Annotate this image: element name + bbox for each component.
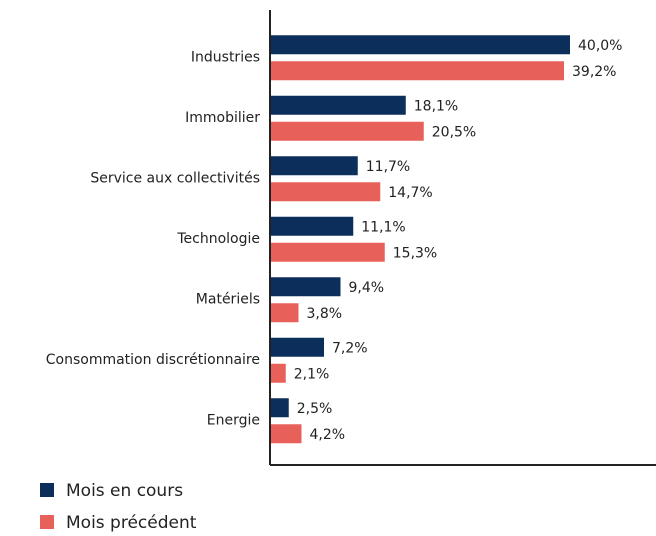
value-label: 20,5% [432,124,476,140]
category-label: Matériels [196,291,260,307]
bar [270,242,385,262]
value-label: 3,8% [307,306,343,322]
bar [270,121,424,141]
category-label: Consommation discrétionnaire [46,352,260,368]
bar [270,156,358,176]
bar [270,398,289,418]
bar [270,303,299,323]
value-label: 2,1% [294,366,330,382]
bar [270,182,381,202]
value-label: 40,0% [578,38,622,54]
bar [270,35,570,55]
bar [270,61,564,81]
bar [270,337,324,357]
value-label: 14,7% [388,185,432,201]
value-label: 4,2% [310,427,346,443]
bar [270,216,354,236]
bar [270,363,286,383]
category-label: Immobilier [185,110,260,126]
category-label: Industries [191,49,260,65]
category-label: Service aux collectivités [90,170,260,186]
legend-label: Mois précédent [66,513,197,533]
category-label: Energie [207,412,260,428]
value-label: 2,5% [297,401,333,417]
value-label: 7,2% [332,340,368,356]
value-label: 18,1% [414,98,458,114]
value-label: 15,3% [393,245,437,261]
legend-swatch [40,483,54,497]
bar [270,424,302,444]
value-label: 11,1% [361,219,405,235]
value-label: 39,2% [572,64,616,80]
legend-label: Mois en cours [66,481,183,501]
value-label: 9,4% [349,280,385,296]
category-label: Technologie [176,231,260,247]
bar [270,95,406,115]
legend-swatch [40,515,54,529]
value-label: 11,7% [366,159,410,175]
bar [270,277,341,297]
